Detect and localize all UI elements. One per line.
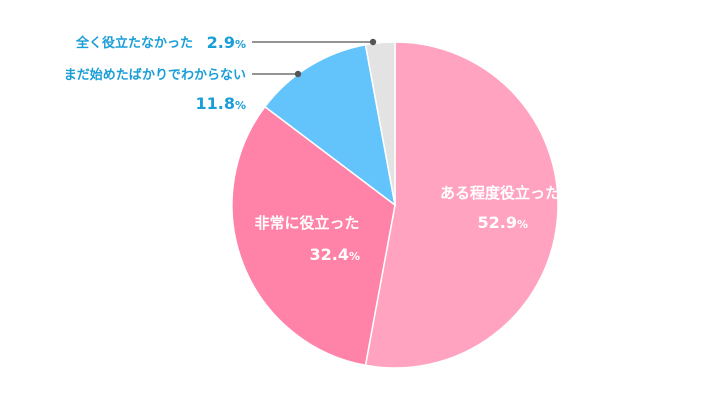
slice-label-too-early: まだ始めたばかりでわからない [64,67,246,83]
leader-dot-not-helpful [369,38,377,46]
slice-label-not-helpful: 全く役立たなかった [75,35,193,51]
slice-label-somewhat: ある程度役立った [440,184,560,202]
slice-value-somewhat: 52.9% [477,213,528,232]
leader-dot-too-early [294,70,302,78]
slice-value-too-early: 11.8% [195,94,246,113]
leader-lines [252,38,377,78]
slice-value-not-helpful: 2.9% [207,33,246,52]
pie-slice-too-early [263,43,397,207]
slice-value-very: 32.4% [309,245,360,264]
pie-slice-somewhat [364,41,559,369]
slice-label-very: 非常に役立った [254,214,359,232]
pie-slices [231,41,559,369]
pie-slice-not-helpful [364,41,396,206]
pie-slice-very [231,105,396,367]
